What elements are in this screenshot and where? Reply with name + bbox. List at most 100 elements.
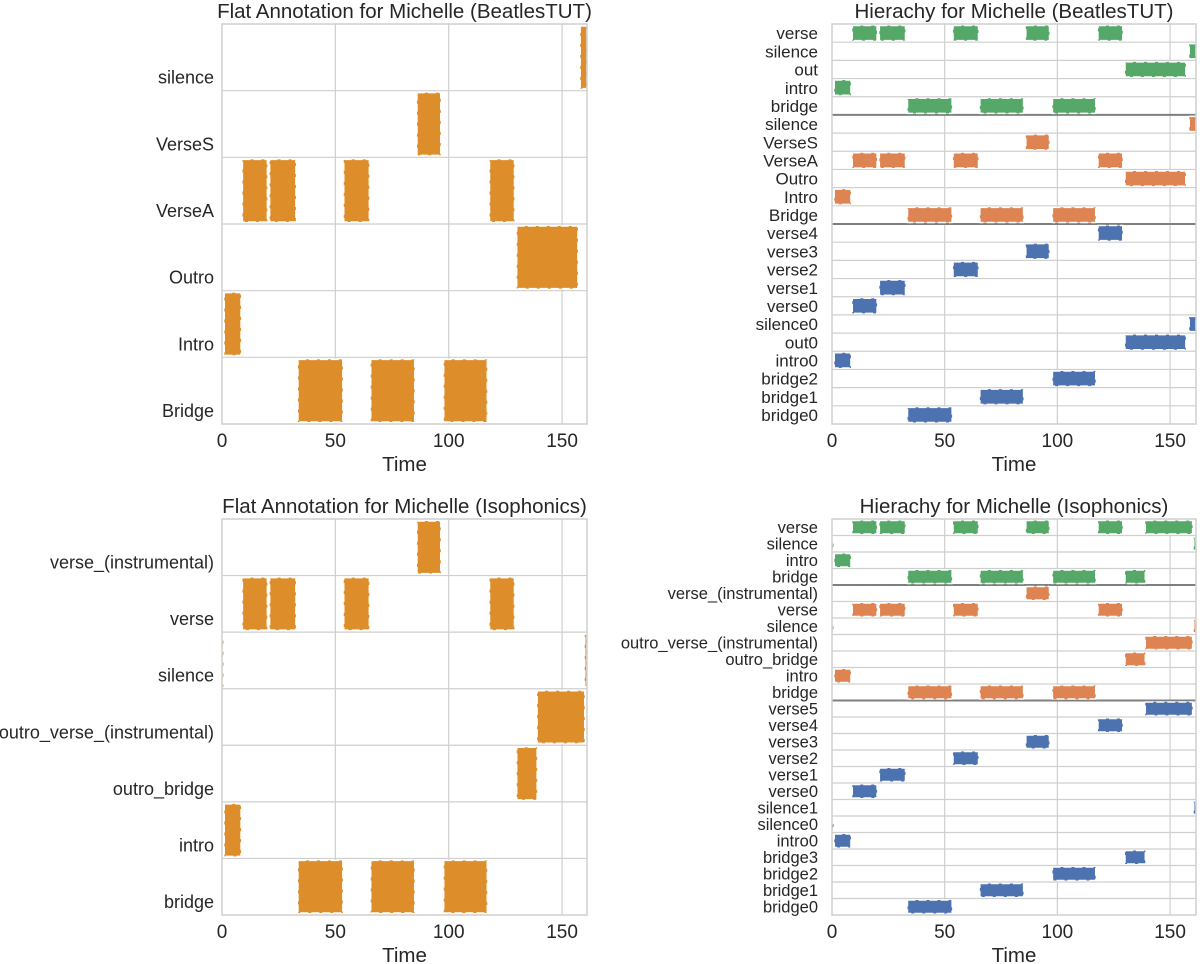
segment-bar: [1124, 170, 1187, 187]
row-label: verse2: [767, 261, 818, 280]
segment-bar: [241, 576, 269, 631]
row-label: verse_(instrumental): [50, 553, 214, 574]
row-label: bridge3: [763, 849, 818, 867]
row-label: verse1: [767, 279, 818, 298]
x-tick-label: 0: [217, 431, 228, 452]
segment-bar: [1097, 152, 1124, 169]
segment-bar: [515, 746, 538, 801]
segment-bar: [1188, 315, 1197, 333]
row-label: verse4: [768, 717, 818, 735]
segment-bar: [1144, 701, 1194, 717]
segment-bar: [851, 519, 878, 535]
segment-bar: [442, 859, 488, 914]
segment-bar: [906, 899, 953, 915]
segment-bar: [906, 684, 953, 700]
segment-bar: [1025, 585, 1051, 601]
segment-bar: [851, 602, 878, 618]
segment-bar: [241, 158, 269, 223]
segment-bar: [416, 91, 442, 157]
segment-bar: [268, 158, 297, 223]
row-label: verse: [778, 519, 818, 537]
row-label: outro_bridge: [113, 779, 214, 800]
segment-bar: [851, 783, 878, 799]
segment-bar: [878, 602, 907, 618]
segment-bar: [833, 833, 852, 849]
segment-bar: [1188, 115, 1197, 133]
axes-frame: [221, 23, 588, 425]
row-label: verse_(instrumental): [668, 585, 818, 603]
segment-bar: [297, 358, 344, 423]
segment-bar: [1124, 651, 1147, 667]
row-label: verse2: [768, 750, 818, 768]
x-tick-label: 100: [1042, 431, 1074, 452]
segment-bar: [1025, 133, 1051, 151]
chart-title: Hierachy for Michelle (BeatlesTUT): [855, 0, 1174, 23]
row-label: silence: [158, 666, 214, 686]
row-label: out0: [785, 333, 818, 352]
x-axis-label: Time: [382, 453, 427, 476]
segment-bar: [878, 24, 907, 42]
segment-bar: [1097, 24, 1124, 42]
segment-bar: [1124, 333, 1187, 351]
segment-bar: [878, 519, 907, 535]
row-label: VerseS: [156, 134, 214, 154]
segment-bar: [851, 24, 878, 42]
segment-bar: [906, 569, 953, 585]
x-tick-label: 0: [217, 922, 228, 943]
row-label: bridge2: [761, 370, 818, 389]
chart-title: Flat Annotation for Michelle (BeatlesTUT…: [217, 0, 592, 23]
segment-bar: [833, 352, 852, 369]
row-label: Outro: [169, 268, 214, 288]
row-label: Intro: [784, 188, 818, 207]
segment-bar: [1124, 61, 1187, 78]
segment-bar: [1124, 849, 1147, 865]
row-label: intro: [179, 835, 214, 855]
row-label: bridge0: [761, 406, 818, 425]
segment-bar: [1051, 206, 1097, 224]
x-tick-label: 100: [433, 922, 465, 943]
segment-bar: [488, 158, 516, 223]
row-label: silence: [158, 68, 214, 88]
segment-bar: [906, 97, 953, 115]
segment-bar: [369, 358, 416, 423]
segment-bar: [342, 158, 371, 223]
row-label: verse4: [767, 224, 818, 243]
segment-bar: [952, 261, 980, 278]
row-label: bridge1: [761, 388, 818, 407]
axes-frame: [831, 23, 1197, 425]
segment-bar: [1051, 370, 1097, 387]
row-label: bridge2: [763, 866, 818, 884]
x-tick-label: 50: [934, 922, 955, 943]
row-label: verse3: [768, 734, 818, 752]
row-label: outro_verse_(instrumental): [621, 635, 818, 653]
x-tick-label: 150: [546, 922, 578, 943]
row-label: verse0: [767, 297, 818, 316]
row-label: bridge: [771, 97, 818, 116]
segment-bar: [297, 859, 344, 914]
segment-bar: [536, 689, 586, 745]
axes-frame: [221, 518, 588, 916]
row-label: Bridge: [769, 206, 818, 225]
segment-bar: [488, 576, 516, 631]
x-tick-label: 100: [433, 431, 465, 452]
segment-bar: [515, 225, 579, 290]
segment-bar: [1025, 519, 1051, 535]
row-label: out: [794, 61, 818, 80]
segment-bar: [952, 152, 980, 169]
axes-frame: [831, 518, 1197, 916]
segment-bar: [1051, 569, 1097, 585]
segment-bar: [1144, 519, 1194, 535]
row-label: verse1: [768, 767, 818, 785]
row-label: verse: [776, 24, 818, 43]
row-label: bridge1: [763, 882, 818, 900]
segment-bar: [1097, 224, 1124, 242]
segment-bar: [851, 297, 878, 315]
segment-bar: [979, 97, 1025, 115]
segment-bar: [416, 520, 442, 575]
row-label: verse: [170, 609, 214, 629]
x-tick-label: 150: [546, 431, 578, 452]
segment-bar: [979, 684, 1025, 700]
x-tick-label: 0: [827, 922, 838, 943]
row-label: silence0: [757, 816, 818, 834]
x-axis-label: Time: [382, 944, 427, 964]
